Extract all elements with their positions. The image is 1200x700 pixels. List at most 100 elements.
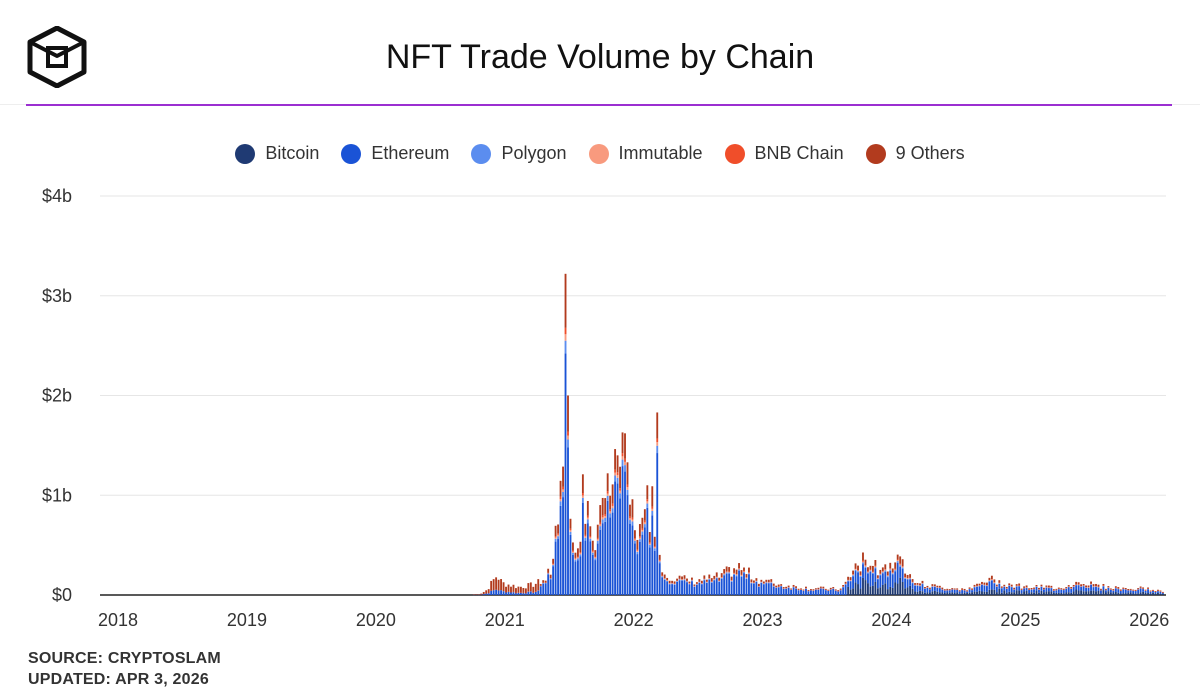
stacked-bar-chart: $0 $1b $2b $3b $4b 2018 2019 2020 2021 2022 2023 20…	[42, 186, 1169, 630]
bar-segment	[998, 588, 1001, 595]
bar-segment	[609, 511, 612, 514]
bar-segment	[559, 501, 562, 506]
chart-legend: Bitcoin Ethereum Polygon Immutable BNB Chain…	[0, 143, 1200, 164]
bar-segment	[733, 568, 736, 573]
bar-segment	[966, 590, 969, 592]
bar-segment	[681, 579, 683, 581]
bar-segment	[492, 579, 495, 591]
bar-segment	[881, 573, 884, 585]
bar-segment	[891, 572, 894, 573]
bar-segment	[552, 558, 555, 564]
bar-segment	[475, 594, 478, 595]
bar-segment	[631, 519, 634, 522]
bar-segment	[988, 589, 991, 595]
legend-label: Bitcoin	[265, 143, 320, 163]
bar-segment	[554, 537, 557, 539]
bar-segment	[1095, 586, 1097, 592]
bar-segment	[983, 582, 986, 585]
bar-segment	[1000, 588, 1003, 593]
legend-item: 9 Others	[865, 143, 965, 164]
bar-segment	[904, 573, 907, 578]
bar-segment	[924, 587, 926, 589]
bar-segment	[1065, 592, 1068, 595]
bar-segment	[762, 581, 765, 584]
bar-segment	[909, 574, 912, 578]
bar-segment	[569, 518, 572, 529]
bar-segment	[703, 575, 706, 579]
bar-segment	[485, 593, 488, 595]
bar-segment	[586, 523, 589, 595]
bar-segment	[614, 475, 617, 482]
bar-segment	[579, 556, 582, 595]
bar-segment	[648, 544, 651, 548]
bar-segment	[814, 588, 817, 590]
bar-segment	[1157, 592, 1159, 595]
bar-segment	[1132, 589, 1135, 591]
bar-segment	[990, 579, 993, 581]
bar-segment	[1070, 592, 1073, 595]
bar-segment	[534, 591, 537, 595]
bar-segment	[743, 572, 745, 574]
bar-segment	[648, 542, 651, 544]
bar-segment	[505, 586, 507, 593]
bar-segment	[643, 524, 646, 528]
bar-segment	[656, 442, 659, 446]
bar-segment	[770, 583, 773, 595]
bar-segment	[1040, 584, 1043, 587]
bar-segment	[1057, 592, 1060, 595]
bar-segment	[524, 588, 527, 594]
bar-segment	[953, 589, 956, 594]
bar-segment	[1013, 592, 1016, 595]
bar-segment	[596, 543, 599, 595]
bar-segment	[829, 587, 832, 590]
bar-segment	[581, 497, 584, 503]
bar-segment	[1033, 592, 1035, 595]
bar-segment	[926, 592, 929, 595]
bar-segment	[1050, 588, 1053, 592]
bar-segment	[715, 572, 718, 577]
bar-segment	[757, 586, 760, 595]
bar-segment	[519, 586, 522, 593]
bar-segment	[1127, 590, 1130, 593]
bar-segment	[601, 497, 604, 516]
bar-segment	[1097, 584, 1100, 587]
bar-segment	[857, 584, 859, 595]
bar-segment	[755, 581, 758, 582]
bar-segment	[990, 575, 993, 580]
bar-segment	[606, 500, 609, 595]
bar-segment	[857, 570, 859, 572]
bar-segment	[914, 591, 916, 595]
bar-segment	[889, 569, 892, 571]
bar-segment	[884, 570, 887, 572]
y-tick-label: $1b	[42, 485, 72, 505]
bar-segment	[611, 512, 614, 595]
bar-segment	[1090, 590, 1092, 595]
bar-segment	[1139, 586, 1142, 588]
bar-segment	[515, 593, 517, 595]
bar-segment	[1142, 591, 1145, 595]
legend-label: Polygon	[501, 143, 567, 163]
bar-segment	[998, 583, 1001, 584]
bar-segment	[539, 586, 542, 595]
bar-segment	[790, 589, 793, 595]
bar-segment	[671, 584, 674, 595]
bar-segment	[1104, 590, 1107, 593]
bar-segment	[800, 589, 802, 595]
bar-segment	[879, 569, 882, 574]
bar-segment	[933, 584, 936, 586]
bar-segment	[1008, 583, 1011, 586]
bar-segment	[1018, 590, 1021, 595]
bar-segment	[624, 461, 626, 466]
bar-segment	[567, 439, 569, 448]
bar-segment	[968, 592, 971, 595]
bar-segment	[879, 587, 882, 595]
bar-segment	[1161, 592, 1164, 594]
bar-segment	[723, 573, 726, 574]
bar-segment	[1000, 586, 1003, 588]
bar-segment	[686, 578, 688, 581]
bar-segment	[1112, 590, 1115, 593]
bar-segment	[599, 522, 602, 525]
bar-segment	[586, 515, 589, 518]
bar-segment	[988, 580, 991, 582]
bar-segment	[978, 583, 981, 586]
